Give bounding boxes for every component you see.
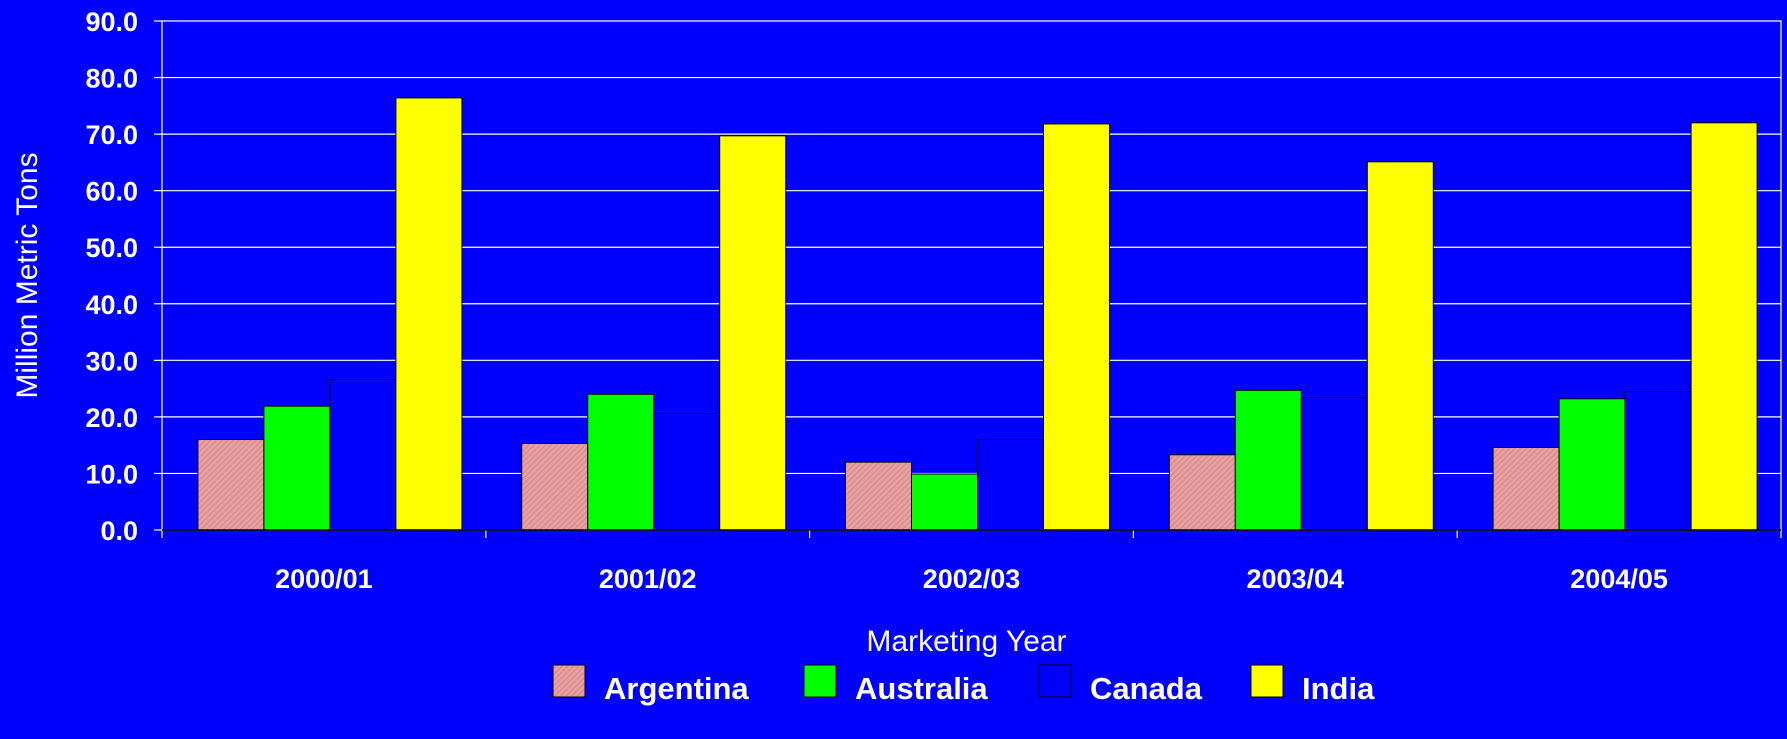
legend-label-australia: Australia [855,671,988,706]
bar-canada-2001-02 [653,412,721,531]
y-tick-label: 10.0 [85,459,138,489]
bar-canada-2003-04 [1300,397,1368,531]
bar-canada-2002-03 [977,439,1044,531]
bars [197,97,1758,531]
bar-india-2002-03 [1043,123,1110,531]
bar-argentina-2003-04 [1168,454,1236,531]
bar-argentina-2004-05 [1492,446,1560,531]
bar-canada-2000-01 [329,379,397,531]
bar-canada-2004-05 [1624,390,1692,531]
bar-australia-2004-05 [1558,398,1626,531]
legend-swatch-australia [803,664,837,698]
legend-label-argentina: Argentina [604,671,749,706]
x-tick-label: 2000/01 [275,564,373,594]
y-axis-title: Million Metric Tons [11,152,44,398]
y-tick-label: 60.0 [85,177,138,207]
legend-swatch-india [1250,664,1284,698]
y-tick-label: 80.0 [85,64,138,94]
bar-australia-2000-01 [263,405,331,531]
bar-india-2001-02 [719,135,787,531]
y-tick-label: 30.0 [85,346,138,376]
axes: 0.0 10.0 20.0 30.0 40.0 50.0 60.0 70.0 80.0 90.0 2… [85,7,1782,594]
legend-label-canada: Canada [1090,671,1203,706]
bar-argentina-2000-01 [197,439,265,531]
legend-swatch-canada [1038,664,1072,698]
bar-argentina-2001-02 [521,442,589,531]
y-tick-label: 70.0 [85,120,138,150]
legend-swatch-argentina [552,664,586,698]
y-tick-label: 90.0 [85,7,138,37]
legend-label-india: India [1302,671,1375,706]
legend: Argentina Australia Canada India [552,664,1375,706]
y-tick-label: 0.0 [100,516,138,546]
x-tick-label: 2002/03 [923,564,1021,594]
y-tick-label: 40.0 [85,290,138,320]
y-tick-label: 50.0 [85,233,138,263]
x-tick-label: 2003/04 [1246,564,1344,594]
bar-australia-2003-04 [1234,389,1302,531]
bar-india-2003-04 [1366,161,1434,531]
bar-argentina-2002-03 [845,461,912,531]
bar-australia-2002-03 [911,473,978,531]
y-tick-label: 20.0 [85,403,138,433]
x-tick-label: 2001/02 [599,564,697,594]
bar-australia-2001-02 [587,393,655,531]
x-axis-title: Marketing Year [866,625,1066,658]
bar-india-2004-05 [1690,122,1758,531]
x-tick-label: 2004/05 [1570,564,1668,594]
bar-india-2000-01 [395,97,463,531]
